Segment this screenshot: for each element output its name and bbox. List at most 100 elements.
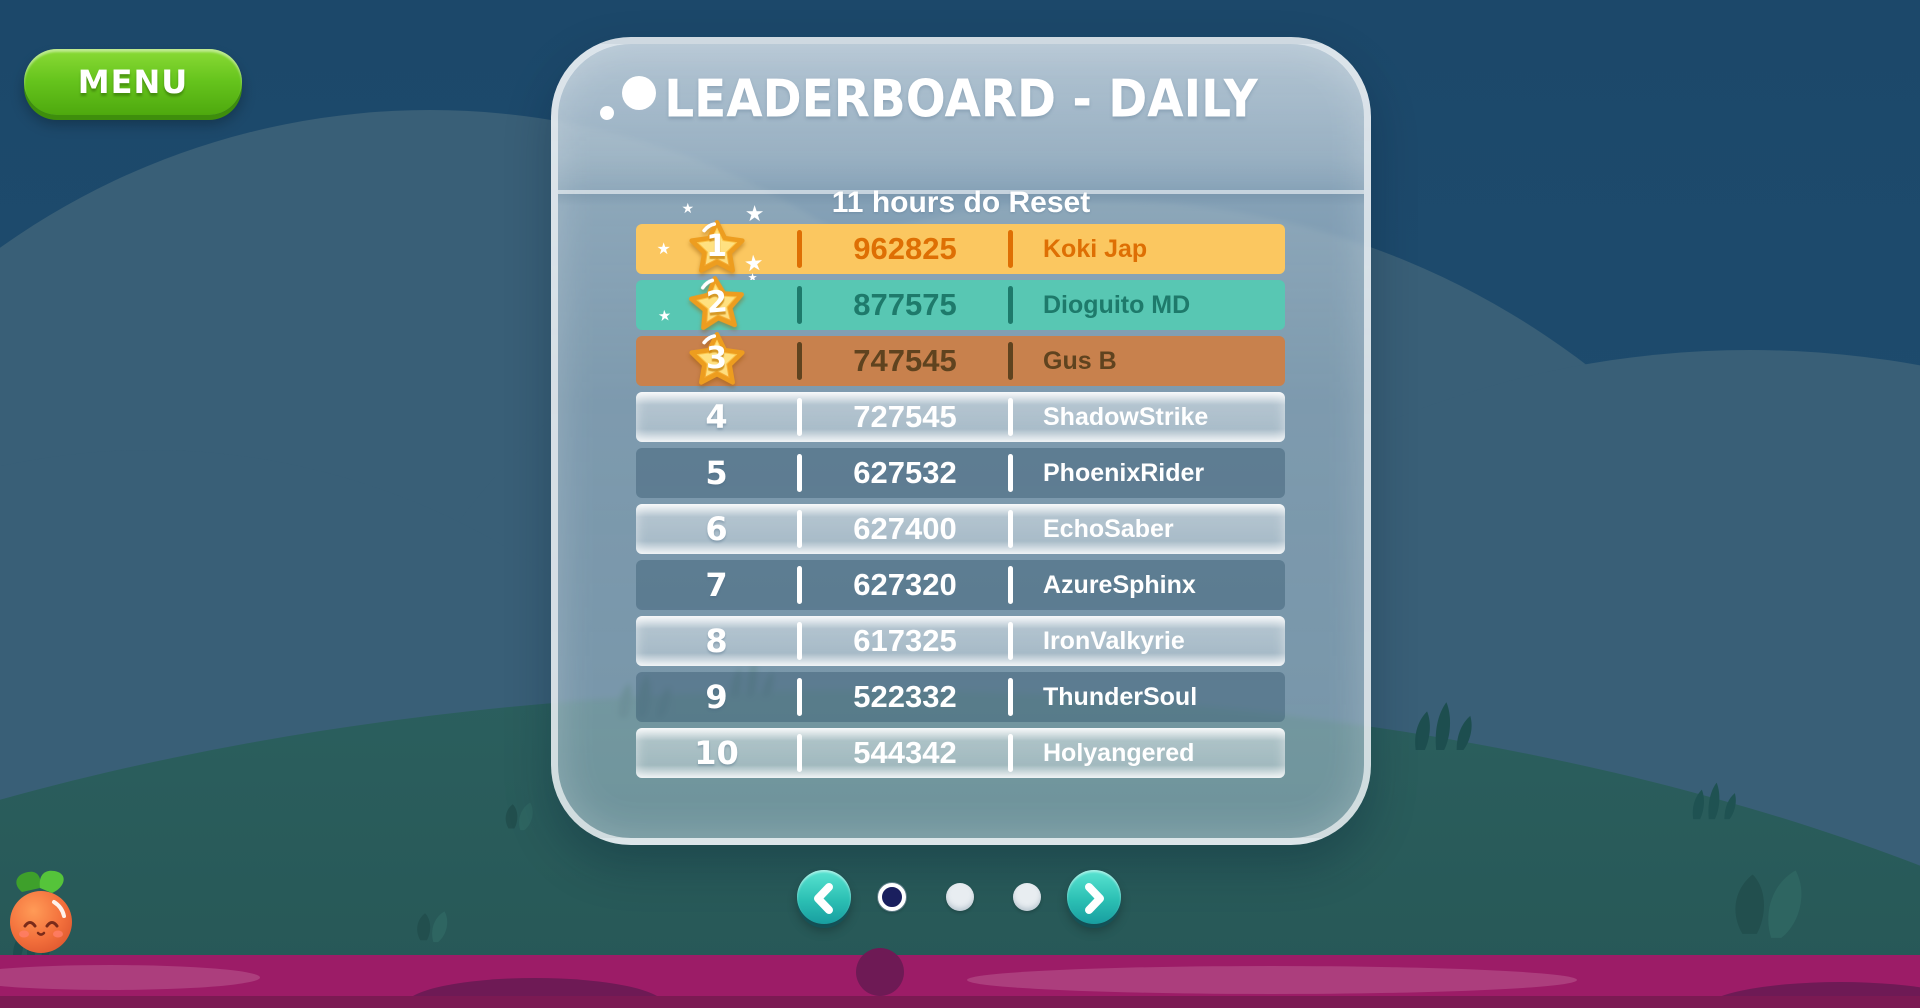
leaderboard-row: 3 747545 Gus B xyxy=(636,331,1285,386)
rank-star-badge: 3 xyxy=(684,326,750,392)
score-cell: 627320 xyxy=(853,567,957,602)
leaderboard-row: 2 877575 Dioguito MD xyxy=(636,276,1285,330)
rank-cell: 5 xyxy=(636,448,797,498)
player-name-cell: EchoSaber xyxy=(1043,514,1174,543)
tomato-mascot xyxy=(10,870,72,953)
score-cell: 617325 xyxy=(853,623,957,658)
leaf-bush-icon xyxy=(1735,870,1802,938)
score-cell: 627532 xyxy=(853,455,957,490)
column-divider xyxy=(1008,678,1013,716)
leaderboard-row: 5 627532 PhoenixRider xyxy=(636,448,1285,498)
next-page-button[interactable] xyxy=(1067,870,1121,924)
rank-cell: 2 xyxy=(636,276,797,330)
leaderboard-row: 10 544342 Holyangered xyxy=(636,728,1285,778)
bubble-decoration-icon xyxy=(600,106,614,120)
leaderboard-row: 4 727545 ShadowStrike xyxy=(636,392,1285,442)
star-badge-icon xyxy=(688,331,745,385)
chevron-right-icon xyxy=(1085,883,1104,914)
rank-number: 9 xyxy=(705,678,728,716)
rank-star-badge: 2 xyxy=(681,267,753,339)
score-cell: 522332 xyxy=(853,679,957,714)
rank-badge-number: 3 xyxy=(706,341,727,377)
score-cell: 962825 xyxy=(853,231,957,266)
star-badge-icon xyxy=(688,276,744,330)
chevron-left-icon xyxy=(814,883,833,914)
prev-page-button[interactable] xyxy=(797,870,851,924)
rank-star-badge: 1 xyxy=(684,214,750,280)
leaderboard-title: LEADERBOARD - DAILY xyxy=(664,69,1258,130)
score-cell: 877575 xyxy=(853,287,957,322)
grass-tuft-icon xyxy=(1692,782,1736,820)
column-divider xyxy=(797,566,802,604)
sparkle-icon xyxy=(657,308,672,324)
leaderboard-row: 9 522332 ThunderSoul xyxy=(636,672,1285,722)
rank-number: 6 xyxy=(705,510,728,548)
leaderboard-row: 7 627320 AzureSphinx xyxy=(636,560,1285,610)
player-name-cell: IronValkyrie xyxy=(1043,626,1185,655)
sparkle-icon xyxy=(657,242,671,258)
player-name-cell: ThunderSoul xyxy=(1043,682,1198,711)
column-divider xyxy=(1008,398,1013,436)
page-dot-2[interactable] xyxy=(945,883,974,911)
score-cell: 544342 xyxy=(853,735,957,770)
leaderboard-panel: LEADERBOARD - DAILY 11 hours do Reset 1 … xyxy=(551,37,1371,845)
column-divider xyxy=(1008,510,1013,548)
column-divider xyxy=(1008,734,1013,772)
rank-cell: 10 xyxy=(636,728,797,778)
score-cell: 747545 xyxy=(853,343,957,378)
sparkle-icon xyxy=(745,203,765,225)
column-divider xyxy=(797,734,802,772)
rank-badge-number: 1 xyxy=(706,229,727,265)
player-name-cell: PhoenixRider xyxy=(1043,458,1205,487)
leaderboard-row: 1 962825 Koki Jap xyxy=(636,219,1285,274)
score-cell: 727545 xyxy=(853,399,957,434)
player-name-cell: ShadowStrike xyxy=(1043,402,1209,431)
rank-cell: 8 xyxy=(636,616,797,666)
rank-number: 7 xyxy=(705,566,728,604)
ground-spot xyxy=(0,965,260,990)
rank-number: 5 xyxy=(705,454,728,492)
leaderboard-row: 6 627400 EchoSaber xyxy=(636,504,1285,554)
player-name-cell: Koki Jap xyxy=(1043,234,1148,263)
star-badge-icon xyxy=(688,219,745,273)
rank-cell: 7 xyxy=(636,560,797,610)
player-name-cell: Gus B xyxy=(1043,346,1117,375)
column-divider xyxy=(797,454,802,492)
rank-cell: 3 xyxy=(636,331,797,386)
ground-spot xyxy=(967,966,1577,994)
leaderboard-rows: 1 962825 Koki Jap 2 xyxy=(636,219,1285,784)
panel-header xyxy=(558,44,1364,194)
leaderboard-row: 8 617325 IronValkyrie xyxy=(636,616,1285,666)
column-divider xyxy=(797,622,802,660)
column-divider xyxy=(797,398,802,436)
leaf-icon xyxy=(417,911,448,943)
ground-hole xyxy=(856,948,904,996)
rank-cell: 4 xyxy=(636,392,797,442)
menu-button[interactable]: MENU xyxy=(24,49,242,115)
score-cell: 627400 xyxy=(853,511,957,546)
column-divider xyxy=(1008,286,1013,324)
sparkle-icon xyxy=(743,252,765,276)
bubble-decoration-icon xyxy=(622,76,656,110)
reset-timer-text: 11 hours do Reset xyxy=(831,186,1091,219)
rank-number: 8 xyxy=(705,622,728,660)
sparkle-icon xyxy=(682,201,695,215)
column-divider xyxy=(1008,230,1013,268)
rank-cell: 1 xyxy=(636,219,797,274)
column-divider xyxy=(797,230,802,268)
rank-number: 4 xyxy=(705,398,728,436)
column-divider xyxy=(797,678,802,716)
column-divider xyxy=(1008,342,1013,380)
grass-tuft-icon xyxy=(1415,702,1472,750)
rank-number: 10 xyxy=(694,734,739,772)
column-divider xyxy=(797,342,802,380)
player-name-cell: AzureSphinx xyxy=(1043,570,1196,599)
leaf-icon xyxy=(505,802,533,831)
column-divider xyxy=(797,286,802,324)
column-divider xyxy=(1008,622,1013,660)
page-dot-1[interactable] xyxy=(878,883,906,911)
rank-cell: 9 xyxy=(636,672,797,722)
page-dot-3[interactable] xyxy=(1013,883,1041,911)
ground-lower-band xyxy=(0,996,1920,1008)
